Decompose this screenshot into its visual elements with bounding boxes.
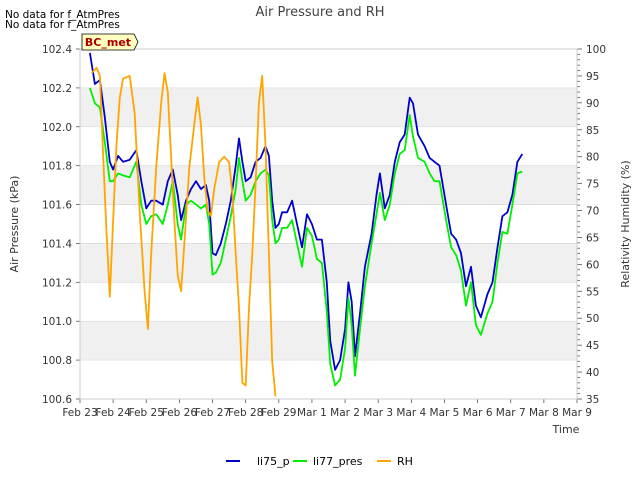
- right-tick-label: 65: [586, 232, 599, 244]
- left-tick-label: 101.2: [42, 277, 72, 289]
- series-line-li75-p: [89, 52, 524, 371]
- series-line-li77-pres: [89, 87, 523, 387]
- no-data-note: No data for f_AtmPres: [5, 19, 120, 31]
- left-axis-label: Air Pressure (kPa): [8, 176, 21, 273]
- x-axis-label: Time: [552, 423, 580, 436]
- no-data-note: No data for f_AtmPres: [5, 9, 120, 21]
- legend-label: RH: [397, 455, 413, 468]
- legend-label: li77_pres: [313, 455, 363, 468]
- right-tick-label: 55: [586, 286, 599, 298]
- right-tick-label: 75: [586, 179, 599, 191]
- left-tick-labels: 100.6 100.8 101.0 101.2 101.4 101.6 101.8 102.0…: [42, 44, 72, 406]
- x-tick-label: Mar 5: [430, 407, 460, 419]
- x-tick-label: Feb 24: [95, 407, 131, 419]
- right-tick-label: 80: [586, 152, 599, 164]
- x-tick-label: Mar 4: [396, 407, 426, 419]
- x-tick-label: Feb 29: [261, 407, 296, 419]
- x-tick-label: Mar 9: [562, 407, 592, 419]
- station-badge: BC_met: [81, 33, 139, 51]
- x-tick-label: Feb 27: [195, 407, 230, 419]
- left-tick-label: 100.8: [42, 355, 72, 367]
- grid-band: [80, 165, 577, 205]
- left-tick-label: 101.8: [42, 161, 72, 173]
- grid-band: [80, 243, 577, 283]
- x-tick-label: Feb 25: [129, 407, 164, 419]
- x-tick-label: Feb 26: [162, 407, 198, 419]
- left-tick-label: 102.4: [42, 44, 72, 56]
- series-line-rh: [90, 66, 277, 397]
- left-tick-label: 102.2: [42, 83, 72, 95]
- left-tick-label: 101.4: [42, 238, 72, 250]
- series-lines: [89, 52, 524, 397]
- right-tick-marks: [577, 48, 582, 400]
- right-tick-label: 90: [586, 98, 599, 110]
- x-tick-label: Mar 3: [363, 407, 393, 419]
- x-tick-label: Feb 23: [62, 407, 97, 419]
- legend-item-rh: RH: [377, 455, 413, 468]
- badge-label: BC_met: [85, 36, 131, 49]
- x-tick-marks: [79, 399, 578, 403]
- left-tick-label: 100.6: [42, 394, 72, 406]
- x-tick-label: Mar 7: [496, 407, 526, 419]
- plot-frame: [79, 48, 578, 400]
- x-tick-label: Feb 28: [228, 407, 263, 419]
- left-tick-marks: [76, 48, 80, 400]
- right-tick-labels: 35 40 45 50 55 60 65 70 75 80 85 90 95 100: [586, 44, 606, 406]
- right-axis-label: Relativity Humidity (%): [619, 160, 632, 287]
- x-tick-label: Mar 2: [330, 407, 360, 419]
- right-tick-label: 60: [586, 259, 599, 271]
- right-tick-label: 50: [586, 313, 599, 325]
- right-tick-label: 45: [586, 340, 599, 352]
- right-tick-label: 100: [586, 44, 606, 56]
- chart-title: Air Pressure and RH: [255, 5, 384, 20]
- x-tick-label: Mar 6: [463, 407, 493, 419]
- legend: li75_p li77_pres RH: [226, 455, 413, 468]
- x-tick-label: Mar 8: [529, 407, 559, 419]
- left-tick-label: 102.0: [42, 122, 72, 134]
- left-tick-label: 101.0: [42, 316, 72, 328]
- legend-label: li75_p: [257, 455, 290, 468]
- right-tick-label: 35: [586, 394, 599, 406]
- right-tick-label: 40: [586, 367, 599, 379]
- x-tick-label: Mar 1: [297, 407, 327, 419]
- grid-band: [80, 87, 577, 127]
- legend-item-li77-pres: li77_pres: [293, 455, 363, 468]
- right-tick-label: 95: [586, 71, 599, 83]
- right-tick-label: 85: [586, 125, 599, 137]
- legend-item-li75-p: li75_p: [226, 455, 290, 468]
- left-tick-label: 101.6: [42, 200, 72, 212]
- right-tick-label: 70: [586, 206, 599, 218]
